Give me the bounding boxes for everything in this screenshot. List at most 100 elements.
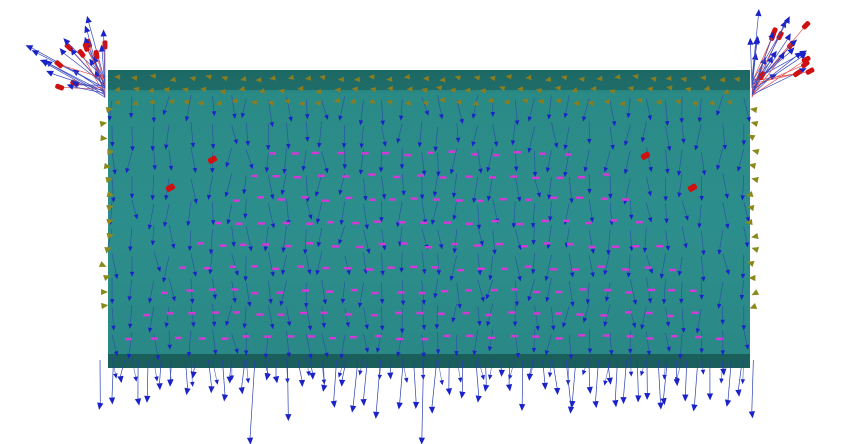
- magenta-dash: [539, 152, 546, 155]
- magenta-dash: [645, 266, 652, 269]
- blue-cone: [191, 371, 197, 378]
- magenta-dash: [278, 198, 285, 201]
- magenta-dash: [466, 335, 473, 338]
- magenta-dash: [389, 198, 396, 201]
- olive-arrow: [751, 247, 759, 253]
- magenta-dash: [372, 292, 379, 295]
- blue-cone: [222, 394, 228, 401]
- magenta-dash: [420, 222, 427, 225]
- magenta-dash: [508, 311, 515, 314]
- magenta-dash: [557, 177, 564, 180]
- blue-cone: [635, 395, 641, 402]
- blue-cone: [644, 393, 650, 400]
- magenta-dash: [395, 312, 402, 315]
- magenta-dash: [493, 154, 500, 157]
- blue-cone: [568, 407, 574, 414]
- blue-cone: [587, 387, 593, 394]
- magenta-dash: [356, 246, 363, 249]
- blue-cone: [97, 402, 103, 409]
- blue-cone: [397, 402, 403, 409]
- magenta-dash: [431, 266, 438, 269]
- blue-cone: [755, 9, 761, 16]
- blue-cone: [603, 380, 607, 385]
- magenta-dash: [258, 222, 265, 225]
- magenta-dash: [427, 152, 434, 155]
- blue-cone: [483, 384, 489, 391]
- blue-cone: [519, 404, 525, 411]
- magenta-dash: [474, 244, 481, 247]
- magenta-dash: [656, 245, 663, 248]
- magenta-dash: [222, 337, 229, 340]
- olive-arrow: [101, 303, 108, 309]
- blue-cone: [629, 372, 633, 377]
- blue-cone: [439, 380, 443, 385]
- blue-cone: [273, 376, 279, 383]
- blue-cone: [360, 399, 366, 406]
- blue-cone: [691, 404, 697, 411]
- blue-cone: [476, 395, 482, 402]
- magenta-dash: [578, 176, 585, 179]
- magenta-dash: [556, 337, 563, 340]
- magenta-dash: [477, 200, 484, 203]
- magenta-dash: [251, 292, 258, 295]
- magenta-dash: [326, 290, 333, 293]
- magenta-dash: [425, 246, 432, 249]
- blue-cone: [338, 372, 342, 377]
- magenta-dash: [396, 338, 403, 341]
- magenta-dash: [277, 314, 284, 317]
- magenta-dash: [209, 288, 216, 291]
- magenta-dash: [410, 266, 417, 269]
- magenta-dash: [485, 314, 492, 317]
- blue-cone: [707, 393, 713, 400]
- magenta-dash: [421, 338, 428, 341]
- red-glyph: [805, 67, 815, 76]
- magenta-dash: [345, 197, 352, 200]
- magenta-dash: [188, 312, 195, 315]
- magenta-dash: [695, 336, 702, 339]
- blue-cone: [458, 377, 462, 382]
- magenta-dash: [598, 265, 605, 268]
- magenta-dash: [292, 152, 299, 155]
- magenta-dash: [532, 335, 539, 338]
- blue-cone: [701, 369, 705, 374]
- olive-arrow: [750, 107, 757, 113]
- blue-cone: [554, 388, 560, 395]
- blue-cone: [741, 379, 745, 384]
- blue-cone: [238, 387, 244, 394]
- blue-cone: [154, 376, 158, 381]
- magenta-dash: [297, 265, 304, 268]
- blue-cone: [754, 36, 760, 43]
- magenta-dash: [229, 266, 236, 269]
- blue-cone: [735, 389, 741, 396]
- magenta-dash: [463, 312, 470, 315]
- blue-cone: [682, 395, 688, 402]
- blue-cone: [720, 368, 726, 375]
- blue-cone: [86, 16, 92, 24]
- blue-cone: [640, 371, 644, 376]
- magenta-dash: [496, 243, 503, 246]
- blue-cone: [548, 372, 552, 377]
- magenta-dash: [371, 314, 378, 317]
- magenta-dash: [671, 335, 678, 338]
- blue-cone: [156, 383, 162, 390]
- magenta-dash: [233, 311, 240, 314]
- magenta-dash: [438, 313, 445, 316]
- magenta-dash: [632, 245, 639, 248]
- magenta-dash: [242, 335, 249, 338]
- magenta-dash: [300, 312, 307, 315]
- magenta-dash: [525, 265, 532, 268]
- blue-cone: [117, 376, 123, 383]
- magenta-dash: [511, 288, 518, 291]
- magenta-dash: [627, 335, 634, 338]
- magenta-dash: [399, 221, 406, 224]
- magenta-dash: [611, 219, 618, 222]
- magenta-dash: [350, 336, 357, 339]
- magenta-dash: [329, 337, 336, 340]
- magenta-dash: [419, 292, 426, 295]
- magenta-dash: [175, 337, 182, 340]
- magenta-dash: [273, 175, 280, 178]
- magenta-dash: [471, 153, 478, 156]
- magenta-dash: [533, 291, 540, 294]
- blue-cone: [135, 398, 141, 405]
- magenta-dash: [589, 246, 596, 249]
